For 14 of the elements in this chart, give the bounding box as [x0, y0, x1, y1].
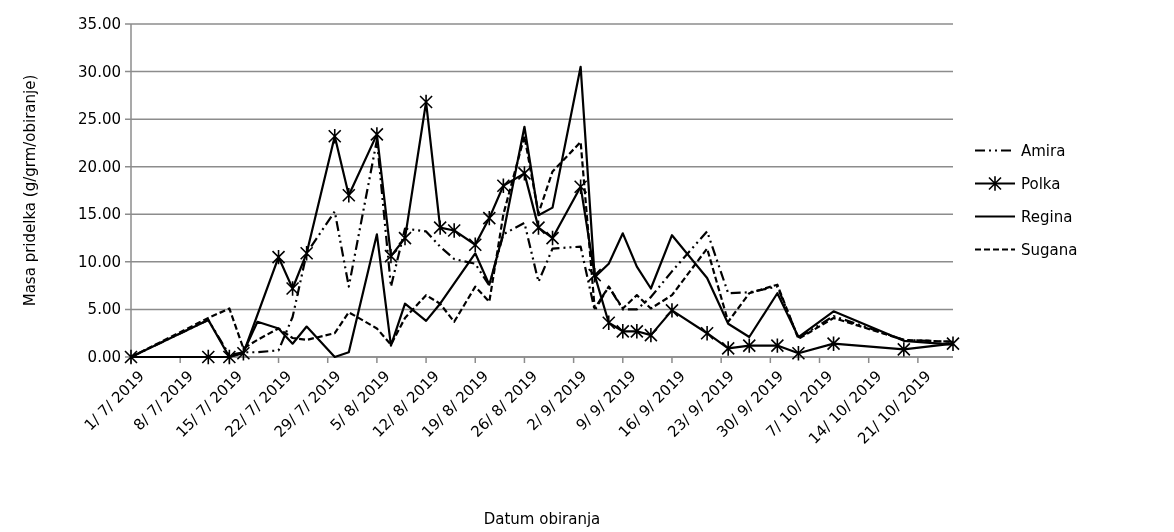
y-tick-label: 0.00 [87, 348, 121, 366]
legend-label: Polka [1021, 174, 1061, 193]
y-tick-label: 30.00 [78, 62, 121, 81]
legend-label: Regina [1021, 207, 1073, 226]
y-tick-label: 5.00 [87, 300, 121, 319]
legend-label: Sugana [1021, 240, 1078, 259]
y-tick-label: 15.00 [78, 205, 121, 224]
y-tick-label: 10.00 [78, 252, 121, 271]
legend-label: Amira [1021, 141, 1066, 160]
y-tick-label: 35.00 [78, 15, 121, 33]
y-axis-title: Masa pridelka (g/grm/obiranje) [21, 74, 39, 307]
y-tick-label: 25.00 [78, 110, 121, 129]
y-tick-label: 20.00 [78, 157, 121, 176]
x-axis-title: Datum obiranja [483, 510, 601, 528]
